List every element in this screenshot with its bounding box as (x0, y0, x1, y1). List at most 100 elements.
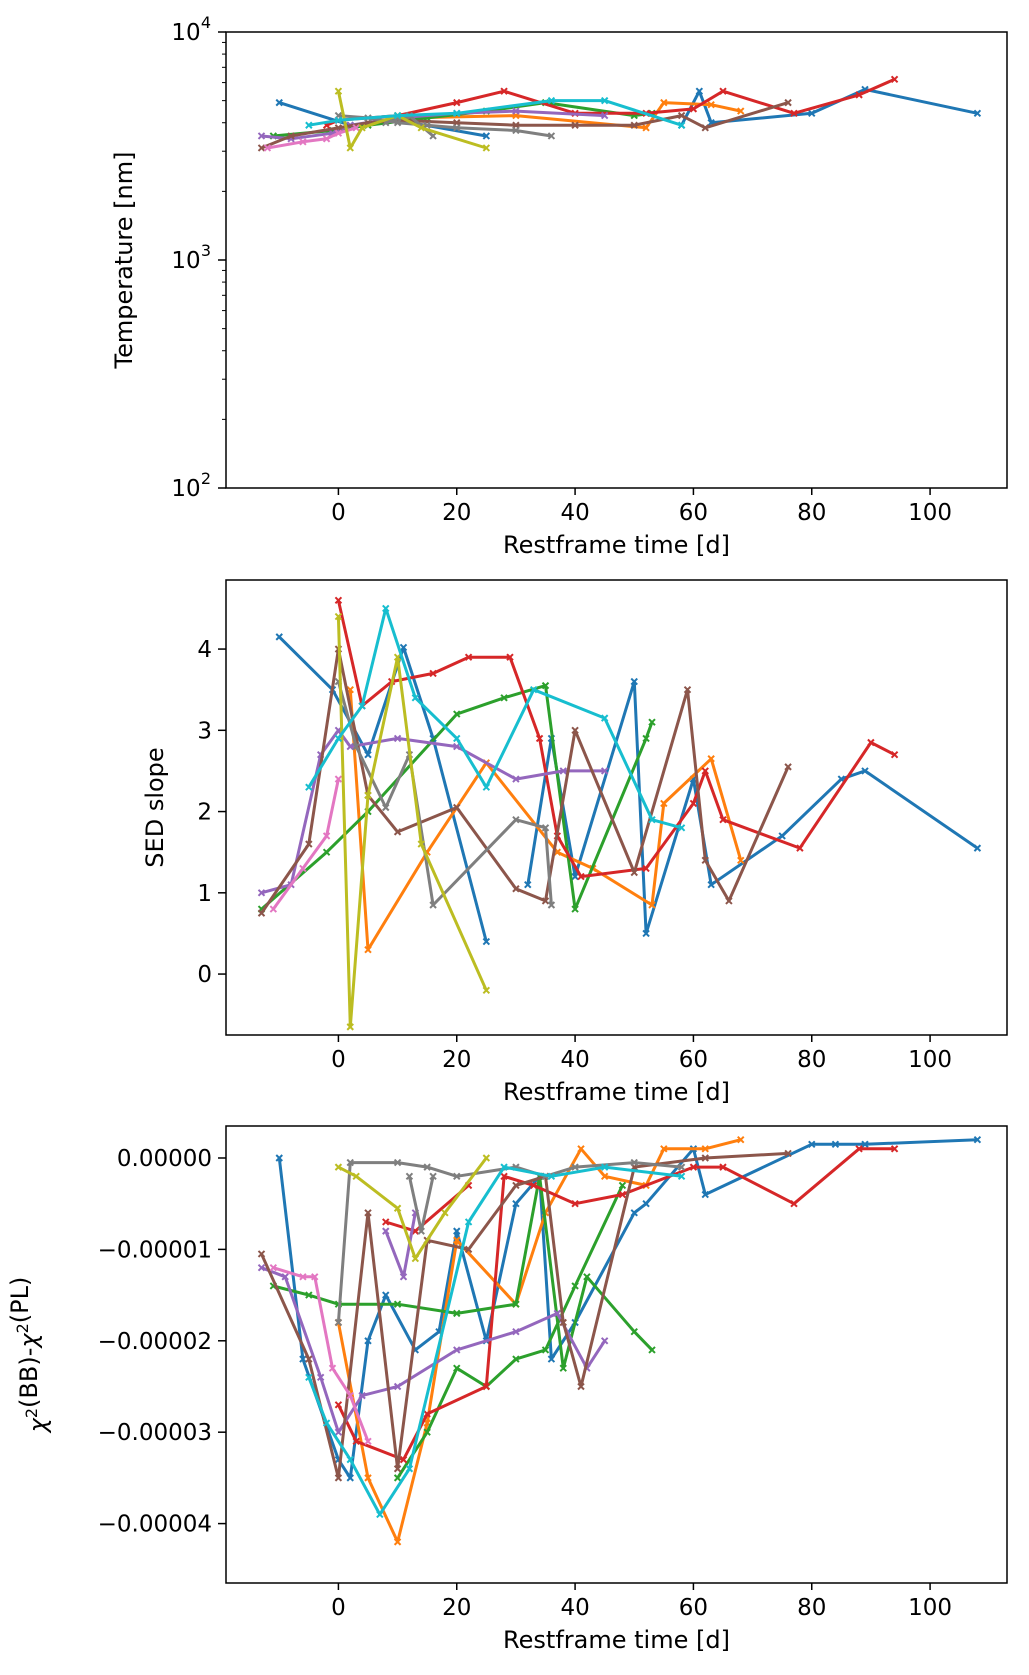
data-point (677, 1172, 686, 1180)
data-point (269, 1263, 278, 1272)
x-tick-label: 40 (560, 1595, 589, 1621)
data-point (701, 767, 709, 775)
data-point (648, 901, 656, 909)
x-axis-label: Restframe time [d] (503, 531, 730, 559)
x-tick-label: 40 (560, 500, 589, 526)
x-tick-label: 20 (442, 1047, 471, 1073)
data-point (453, 1364, 461, 1372)
data-point (689, 105, 698, 113)
data-point (677, 824, 686, 832)
data-point (600, 767, 609, 775)
y-tick-exponent: 3 (201, 241, 211, 260)
data-point (583, 1273, 591, 1281)
x-tick-label: 0 (331, 1595, 346, 1621)
data-point (689, 799, 698, 808)
data-point (630, 1209, 638, 1217)
data-point (571, 726, 579, 735)
data-point (571, 905, 579, 913)
x-tick-label: 60 (679, 1595, 708, 1621)
data-point (547, 1355, 556, 1363)
data-point (417, 840, 425, 848)
data-point (577, 872, 585, 881)
y-axis-label-part: (PL) (6, 1277, 34, 1324)
data-point (482, 1382, 491, 1391)
data-point (429, 1172, 437, 1180)
x-tick-label: 100 (908, 1047, 952, 1073)
data-point (707, 880, 715, 889)
data-point (346, 1474, 354, 1482)
data-point (334, 116, 343, 124)
data-point (600, 1337, 609, 1345)
data-point (642, 1199, 650, 1208)
data-point (600, 1163, 609, 1171)
series-group (257, 75, 982, 152)
data-point (707, 755, 715, 763)
data-point (577, 1145, 585, 1153)
data-point (382, 1291, 390, 1299)
data-point (559, 767, 567, 775)
data-point (305, 783, 313, 791)
data-point (453, 1227, 461, 1235)
data-point (376, 1510, 384, 1519)
y-tick-label: 10 (171, 20, 200, 46)
series-line-11 (336, 1161, 682, 1323)
data-point (334, 734, 343, 743)
data-point (364, 1437, 372, 1446)
data-point (453, 109, 461, 118)
data-point (393, 828, 402, 836)
data-point (393, 734, 402, 743)
data-point (973, 109, 982, 118)
data-point (393, 1465, 402, 1473)
data-point (683, 685, 692, 694)
series-line-7 (260, 647, 790, 914)
data-point (453, 710, 461, 718)
data-point (796, 844, 804, 852)
data-point (453, 803, 461, 812)
y-axis-label: Temperature [nm] (110, 152, 138, 370)
data-point (547, 96, 556, 105)
series-line-10 (272, 1266, 370, 1442)
data-point (512, 885, 520, 893)
x-tick-label: 60 (679, 500, 708, 526)
series-group (257, 596, 982, 1031)
data-point (275, 98, 283, 107)
data-point (334, 1474, 343, 1482)
plot-frame (225, 579, 1008, 1036)
y-tick-exponent: 2 (201, 469, 211, 488)
series-line-11 (307, 606, 682, 830)
y-tick-label: 10 (171, 248, 200, 274)
y-tick-label: 0 (197, 962, 212, 988)
data-point (453, 1346, 461, 1354)
data-point (689, 1163, 698, 1171)
data-point (547, 132, 556, 140)
data-point (393, 1474, 402, 1482)
data-point (600, 96, 609, 105)
data-point (346, 1391, 354, 1400)
data-point (382, 1218, 390, 1226)
data-point (529, 1181, 538, 1190)
data-point (695, 87, 704, 95)
data-point (890, 750, 899, 759)
data-point (618, 1190, 627, 1199)
data-point (393, 653, 402, 661)
data-point (547, 1172, 556, 1180)
data-point (861, 767, 869, 775)
data-point (482, 937, 491, 946)
data-point (571, 1199, 579, 1208)
data-point (577, 1382, 585, 1391)
data-point (630, 1158, 638, 1167)
data-point (352, 124, 360, 132)
data-point (453, 1309, 461, 1318)
data-point (660, 799, 668, 808)
data-point (618, 1181, 627, 1190)
data-point (571, 1163, 579, 1171)
data-point (541, 1346, 550, 1354)
data-point (453, 1236, 461, 1244)
data-point (257, 144, 266, 152)
data-point (328, 1364, 337, 1372)
y-axis-label: SED slope (141, 747, 169, 867)
data-point (701, 124, 709, 132)
series-line-9 (260, 1151, 789, 1480)
data-point (423, 1163, 431, 1171)
data-point (257, 889, 266, 897)
